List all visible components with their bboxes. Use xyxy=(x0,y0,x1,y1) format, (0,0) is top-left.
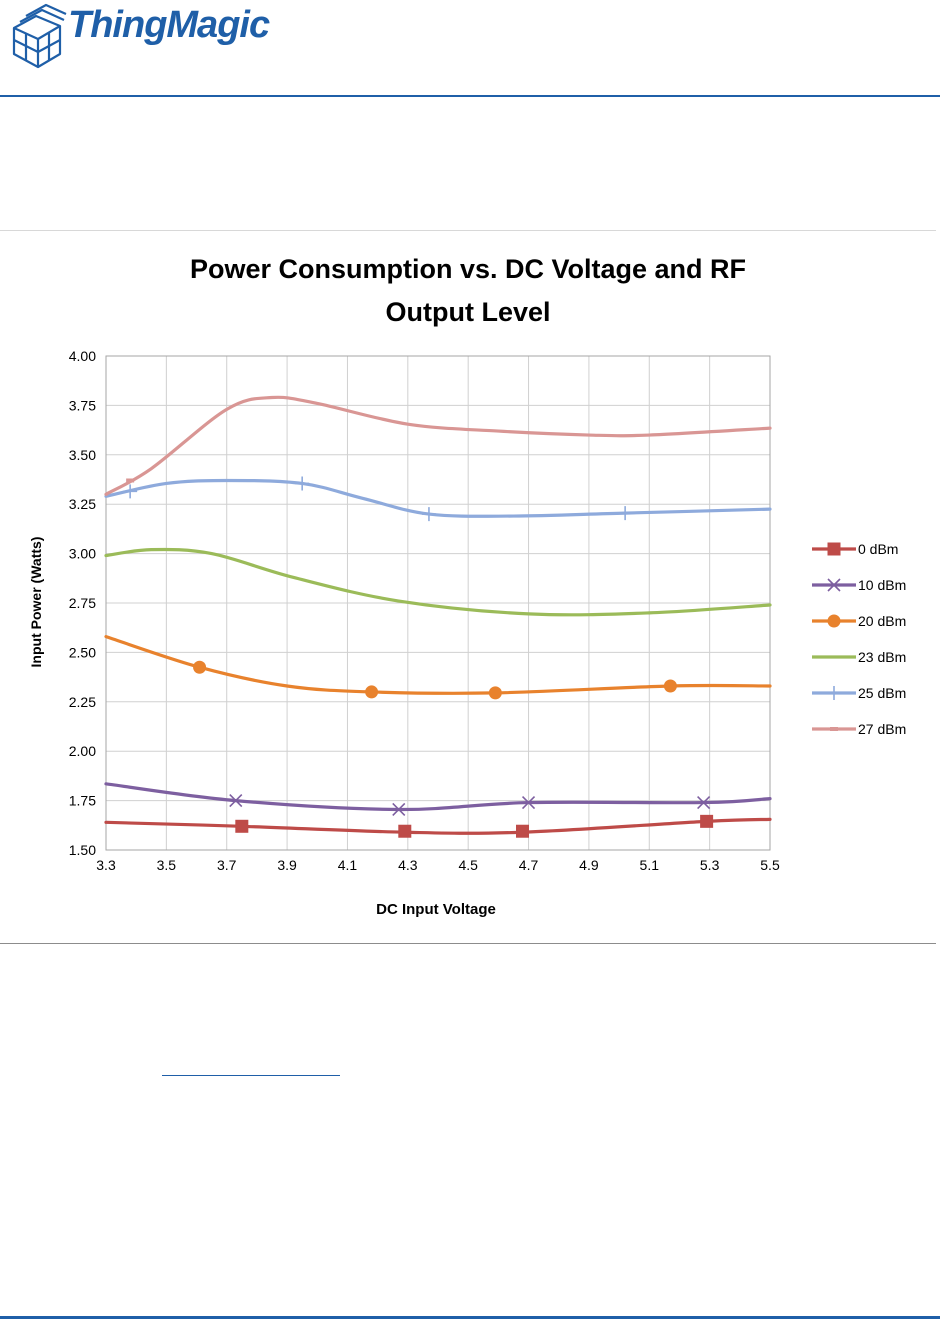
y-tick-label: 3.25 xyxy=(69,496,96,512)
y-tick-label: 2.50 xyxy=(69,644,96,660)
legend-item: 25 dBm xyxy=(812,685,906,701)
series-23-dbm xyxy=(104,547,772,617)
data-point xyxy=(229,794,243,808)
y-tick-label: 2.75 xyxy=(69,595,96,611)
x-tick-label: 4.7 xyxy=(519,857,539,873)
y-tick-label: 2.00 xyxy=(69,743,96,759)
y-tick-label: 1.50 xyxy=(69,842,96,858)
x-tick-label: 3.9 xyxy=(277,857,297,873)
legend-label: 10 dBm xyxy=(858,577,906,593)
series-layer xyxy=(104,395,772,838)
data-point xyxy=(488,686,502,700)
series-25-dbm xyxy=(104,476,772,522)
stacked-cubes-logo-icon xyxy=(12,3,67,69)
legend-swatch-marker xyxy=(827,614,841,628)
brand-name: ThingMagic xyxy=(68,4,270,46)
data-point xyxy=(193,660,207,674)
footer-rule xyxy=(0,1316,940,1319)
legend-label: 27 dBm xyxy=(858,721,906,737)
legend-item: 20 dBm xyxy=(812,613,906,629)
x-tick-label: 3.3 xyxy=(96,857,116,873)
chart-title-line-1: Power Consumption vs. DC Voltage and RF xyxy=(190,254,746,284)
plot-area xyxy=(105,355,771,851)
series-line xyxy=(104,782,772,812)
series-line xyxy=(104,547,772,617)
legend-swatch-marker xyxy=(827,578,841,592)
data-point xyxy=(618,506,633,521)
plot-border xyxy=(105,355,771,851)
data-point xyxy=(521,796,536,810)
chart-grid xyxy=(105,355,771,851)
data-point xyxy=(663,679,677,693)
series-0-dbm xyxy=(104,814,772,838)
x-tick-label: 5.5 xyxy=(760,857,780,873)
x-tick-label: 3.7 xyxy=(217,857,237,873)
data-point xyxy=(398,824,412,838)
y-tick-label: 4.00 xyxy=(69,348,96,364)
page-header: ThingMagic xyxy=(0,0,940,97)
data-point xyxy=(697,796,711,810)
legend-label: 25 dBm xyxy=(858,685,906,701)
x-tick-label: 4.1 xyxy=(338,857,358,873)
legend-item: 27 dBm xyxy=(812,721,906,737)
y-tick-label: 3.00 xyxy=(69,546,96,562)
data-point xyxy=(295,476,310,491)
x-tick-label: 3.5 xyxy=(157,857,177,873)
axis-tick-labels: 3.3 3.5 3.7 3.9 4.1 4.3 4.5 4.7 4.9 5.1 5.3 5.5 1.50… xyxy=(69,348,780,873)
legend-item: 0 dBm xyxy=(812,541,898,557)
x-axis-label: DC Input Voltage xyxy=(376,901,496,918)
legend-label: 20 dBm xyxy=(858,613,906,629)
y-tick-label: 3.50 xyxy=(69,447,96,463)
legend-label: 0 dBm xyxy=(858,541,898,557)
x-tick-label: 4.9 xyxy=(579,857,599,873)
x-tick-label: 4.5 xyxy=(458,857,478,873)
series-line xyxy=(104,817,772,835)
data-point xyxy=(126,478,135,483)
legend-swatch-marker xyxy=(830,727,838,731)
data-point xyxy=(123,484,138,499)
x-tick-label: 5.3 xyxy=(700,857,720,873)
y-axis-label: Input Power (Watts) xyxy=(28,537,44,668)
legend-item: 23 dBm xyxy=(812,649,906,665)
figure-frame xyxy=(0,230,936,944)
data-point xyxy=(516,824,530,838)
x-tick-label: 4.3 xyxy=(398,857,418,873)
link-underline xyxy=(162,1075,340,1076)
header-rule xyxy=(0,95,940,97)
data-point xyxy=(700,814,714,828)
y-tick-label: 3.75 xyxy=(69,397,96,413)
data-point xyxy=(392,802,406,817)
series-20-dbm xyxy=(104,634,772,700)
legend-swatch-marker xyxy=(827,686,841,700)
series-line xyxy=(104,478,772,518)
power-consumption-chart: 3.3 3.5 3.7 3.9 4.1 4.3 4.5 4.7 4.9 5.1 5.3 5.5 1.50… xyxy=(28,254,906,918)
legend-label: 23 dBm xyxy=(858,649,906,665)
y-tick-label: 2.25 xyxy=(69,694,96,710)
chart-title-line-2: Output Level xyxy=(385,297,550,327)
data-point xyxy=(421,507,436,522)
chart-legend: 0 dBm 10 dBm 20 dBm 23 dBm 25 dBm 27 dBm xyxy=(812,541,906,737)
data-point xyxy=(235,819,249,833)
series-line xyxy=(104,395,772,496)
legend-item: 10 dBm xyxy=(812,577,906,593)
x-tick-label: 5.1 xyxy=(640,857,660,873)
legend-swatch-marker xyxy=(827,542,841,556)
series-27-dbm xyxy=(104,395,772,496)
y-tick-label: 1.75 xyxy=(69,793,96,809)
data-point xyxy=(365,685,379,699)
series-10-dbm xyxy=(104,782,772,817)
